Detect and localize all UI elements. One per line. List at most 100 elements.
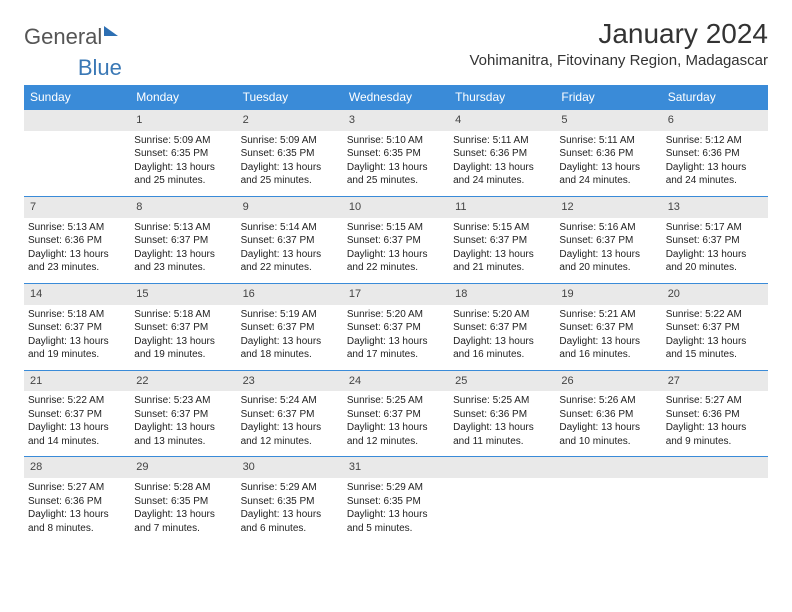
daylight-text: Daylight: 13 hours and 6 minutes. (241, 508, 339, 535)
day-number: 9 (243, 201, 249, 213)
day-cell: Sunrise: 5:11 AMSunset: 6:36 PMDaylight:… (449, 131, 555, 197)
day-number-cell: 23 (237, 370, 343, 391)
sunset-text: Sunset: 6:36 PM (559, 147, 657, 161)
day-cell: Sunrise: 5:23 AMSunset: 6:37 PMDaylight:… (130, 391, 236, 457)
calendar-table: Sunday Monday Tuesday Wednesday Thursday… (24, 85, 768, 543)
sunrise-text: Sunrise: 5:27 AM (28, 481, 126, 495)
day-number-cell (24, 110, 130, 131)
weekday-header: Sunday (24, 85, 130, 110)
day-cell: Sunrise: 5:27 AMSunset: 6:36 PMDaylight:… (662, 391, 768, 457)
sunset-text: Sunset: 6:37 PM (666, 321, 764, 335)
day-number: 16 (243, 288, 255, 300)
day-cell: Sunrise: 5:18 AMSunset: 6:37 PMDaylight:… (130, 305, 236, 371)
sunrise-text: Sunrise: 5:19 AM (241, 308, 339, 322)
sunrise-text: Sunrise: 5:18 AM (134, 308, 232, 322)
day-cell: Sunrise: 5:19 AMSunset: 6:37 PMDaylight:… (237, 305, 343, 371)
logo-text-2: Blue (78, 55, 122, 80)
day-number-cell: 19 (555, 283, 661, 304)
page-title: January 2024 (470, 18, 769, 50)
sunrise-text: Sunrise: 5:20 AM (347, 308, 445, 322)
day-cell: Sunrise: 5:29 AMSunset: 6:35 PMDaylight:… (237, 478, 343, 543)
day-number-cell: 31 (343, 457, 449, 478)
day-number-cell: 4 (449, 110, 555, 131)
day-number: 30 (243, 461, 255, 473)
day-number: 7 (30, 201, 36, 213)
sunrise-text: Sunrise: 5:25 AM (347, 394, 445, 408)
daylight-text: Daylight: 13 hours and 15 minutes. (666, 335, 764, 362)
daylight-text: Daylight: 13 hours and 9 minutes. (666, 421, 764, 448)
day-cell: Sunrise: 5:26 AMSunset: 6:36 PMDaylight:… (555, 391, 661, 457)
day-cell: Sunrise: 5:21 AMSunset: 6:37 PMDaylight:… (555, 305, 661, 371)
day-cell: Sunrise: 5:10 AMSunset: 6:35 PMDaylight:… (343, 131, 449, 197)
day-cell: Sunrise: 5:20 AMSunset: 6:37 PMDaylight:… (343, 305, 449, 371)
sunset-text: Sunset: 6:37 PM (347, 408, 445, 422)
day-number: 23 (243, 375, 255, 387)
day-number: 13 (668, 201, 680, 213)
sunrise-text: Sunrise: 5:13 AM (134, 221, 232, 235)
daylight-text: Daylight: 13 hours and 23 minutes. (134, 248, 232, 275)
sunset-text: Sunset: 6:37 PM (347, 234, 445, 248)
day-number-cell: 3 (343, 110, 449, 131)
daylight-text: Daylight: 13 hours and 25 minutes. (134, 161, 232, 188)
day-number-cell: 18 (449, 283, 555, 304)
daylight-text: Daylight: 13 hours and 16 minutes. (453, 335, 551, 362)
day-number: 2 (243, 114, 249, 126)
daylight-text: Daylight: 13 hours and 5 minutes. (347, 508, 445, 535)
weekday-header: Friday (555, 85, 661, 110)
day-number-cell: 8 (130, 196, 236, 217)
daylight-text: Daylight: 13 hours and 24 minutes. (666, 161, 764, 188)
weekday-header: Thursday (449, 85, 555, 110)
daylight-text: Daylight: 13 hours and 19 minutes. (134, 335, 232, 362)
sunset-text: Sunset: 6:35 PM (241, 495, 339, 509)
sunrise-text: Sunrise: 5:12 AM (666, 134, 764, 148)
day-number-cell: 5 (555, 110, 661, 131)
day-cell: Sunrise: 5:11 AMSunset: 6:36 PMDaylight:… (555, 131, 661, 197)
daylight-text: Daylight: 13 hours and 7 minutes. (134, 508, 232, 535)
daylight-text: Daylight: 13 hours and 20 minutes. (666, 248, 764, 275)
sunrise-text: Sunrise: 5:09 AM (134, 134, 232, 148)
daylight-text: Daylight: 13 hours and 24 minutes. (559, 161, 657, 188)
sunrise-text: Sunrise: 5:28 AM (134, 481, 232, 495)
day-cell: Sunrise: 5:15 AMSunset: 6:37 PMDaylight:… (449, 218, 555, 284)
day-number: 6 (668, 114, 674, 126)
day-number: 25 (455, 375, 467, 387)
day-number: 15 (136, 288, 148, 300)
weekday-header: Saturday (662, 85, 768, 110)
day-number-row: 12 3456 (24, 110, 768, 131)
day-number-cell (555, 457, 661, 478)
sunset-text: Sunset: 6:36 PM (453, 408, 551, 422)
sunrise-text: Sunrise: 5:10 AM (347, 134, 445, 148)
day-number: 11 (455, 201, 466, 213)
day-cell: Sunrise: 5:18 AMSunset: 6:37 PMDaylight:… (24, 305, 130, 371)
day-cell: Sunrise: 5:20 AMSunset: 6:37 PMDaylight:… (449, 305, 555, 371)
daylight-text: Daylight: 13 hours and 22 minutes. (347, 248, 445, 275)
day-number-cell: 24 (343, 370, 449, 391)
day-number-cell: 9 (237, 196, 343, 217)
sunset-text: Sunset: 6:37 PM (666, 234, 764, 248)
sunset-text: Sunset: 6:37 PM (241, 408, 339, 422)
week-data-row: Sunrise: 5:22 AMSunset: 6:37 PMDaylight:… (24, 391, 768, 457)
day-number-cell: 1 (130, 110, 236, 131)
sunset-text: Sunset: 6:37 PM (241, 234, 339, 248)
week-data-row: Sunrise: 5:27 AMSunset: 6:36 PM Daylight:… (24, 478, 768, 543)
day-number-cell: 16 (237, 283, 343, 304)
day-number-cell: 11 (449, 196, 555, 217)
daylight-text: Daylight: 13 hours and 12 minutes. (347, 421, 445, 448)
day-number-cell: 27 (662, 370, 768, 391)
sunset-text: Sunset: 6:36 PM (559, 408, 657, 422)
day-cell: Sunrise: 5:29 AMSunset: 6:35 PMDaylight:… (343, 478, 449, 543)
day-cell: Sunrise: 5:16 AMSunset: 6:37 PMDaylight:… (555, 218, 661, 284)
day-number-cell: 30 (237, 457, 343, 478)
sunset-text: Sunset: 6:36 PM (453, 147, 551, 161)
day-number: 24 (349, 375, 361, 387)
day-number-cell: 15 (130, 283, 236, 304)
day-number-cell: 6 (662, 110, 768, 131)
day-number: 28 (30, 461, 42, 473)
day-number: 22 (136, 375, 148, 387)
weekday-header-row: Sunday Monday Tuesday Wednesday Thursday… (24, 85, 768, 110)
sunset-text: Sunset: 6:37 PM (28, 408, 126, 422)
logo-triangle-icon (104, 26, 118, 36)
sunrise-text: Sunrise: 5:29 AM (347, 481, 445, 495)
sunrise-text: Sunrise: 5:11 AM (559, 134, 657, 148)
sunset-text: Sunset: 6:36 PM (28, 495, 126, 509)
